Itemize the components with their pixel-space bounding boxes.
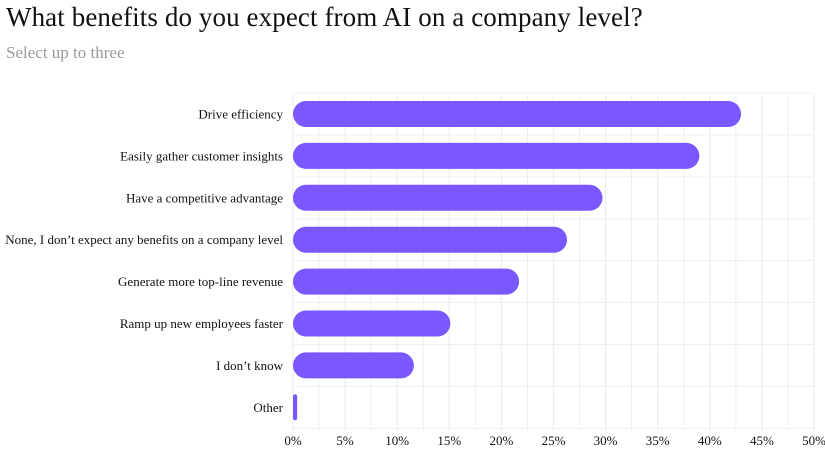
bar [293, 310, 451, 337]
category-label: I don’t know [216, 358, 284, 373]
x-tick-label: 20% [489, 433, 513, 448]
bar [293, 226, 568, 253]
x-tick-label: 40% [698, 433, 722, 448]
x-tick-label: 10% [385, 433, 409, 448]
x-tick-label: 0% [284, 433, 302, 448]
chart-title: What benefits do you expect from AI on a… [6, 2, 643, 32]
x-tick-label: 45% [750, 433, 774, 448]
x-tick-label: 5% [336, 433, 354, 448]
bar [293, 101, 742, 127]
category-label: None, I don’t expect any benefits on a c… [5, 232, 283, 247]
x-tick-label: 35% [646, 433, 670, 448]
category-label: Generate more top-line revenue [118, 274, 283, 289]
x-tick-label: 15% [437, 433, 461, 448]
bar [293, 184, 603, 211]
chart-subtitle: Select up to three [6, 43, 125, 62]
bar [293, 268, 520, 295]
category-label: Have a competitive advantage [126, 190, 283, 205]
x-axis-tick-labels: 0% 5% 10% 15% 20% 25% 30% 35% 40% 45% 50% [284, 433, 825, 448]
category-label: Easily gather customer insights [120, 148, 283, 163]
x-tick-label: 50% [802, 433, 825, 448]
category-label: Drive efficiency [198, 107, 283, 122]
x-tick-label: 25% [542, 433, 566, 448]
x-tick-label: 30% [594, 433, 618, 448]
category-label: Ramp up new employees faster [120, 316, 284, 331]
bar [293, 394, 298, 421]
category-label: Other [253, 400, 283, 415]
bar [293, 352, 414, 379]
bar [293, 142, 700, 169]
category-labels: Drive efficiency Easily gather customer i… [5, 107, 283, 415]
bars [293, 101, 742, 421]
